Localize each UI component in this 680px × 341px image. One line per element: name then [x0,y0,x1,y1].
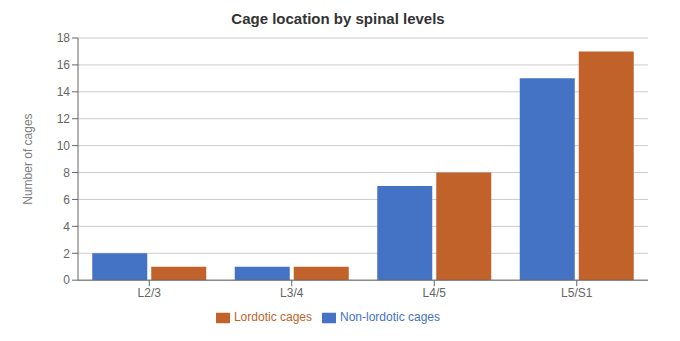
svg-text:12: 12 [57,112,71,126]
svg-text:2: 2 [63,247,70,261]
html-text:Lordotic cages: Lordotic cages [233,310,312,325]
svg-text:8: 8 [63,166,70,180]
svg-text:L3/4: L3/4 [280,286,304,300]
svg-text:10: 10 [57,139,71,153]
svg-text:4: 4 [63,220,70,234]
svg-text:L2/3: L2/3 [138,286,162,300]
svg-text:14: 14 [57,85,71,99]
svg-text:L5/S1: L5/S1 [561,286,593,300]
svg-text:16: 16 [57,58,71,72]
html-text:Cage location by spinal levels: Cage location by spinal levels [231,10,445,27]
svg-text:Number of cages: Number of cages [21,113,35,204]
svg-text:18: 18 [57,31,71,45]
svg-text:0: 0 [63,273,70,287]
html-text:Non-lordotic cages: Non-lordotic cages [340,310,440,325]
svg-text:6: 6 [63,193,70,207]
svg-text:L4/5: L4/5 [423,286,447,300]
